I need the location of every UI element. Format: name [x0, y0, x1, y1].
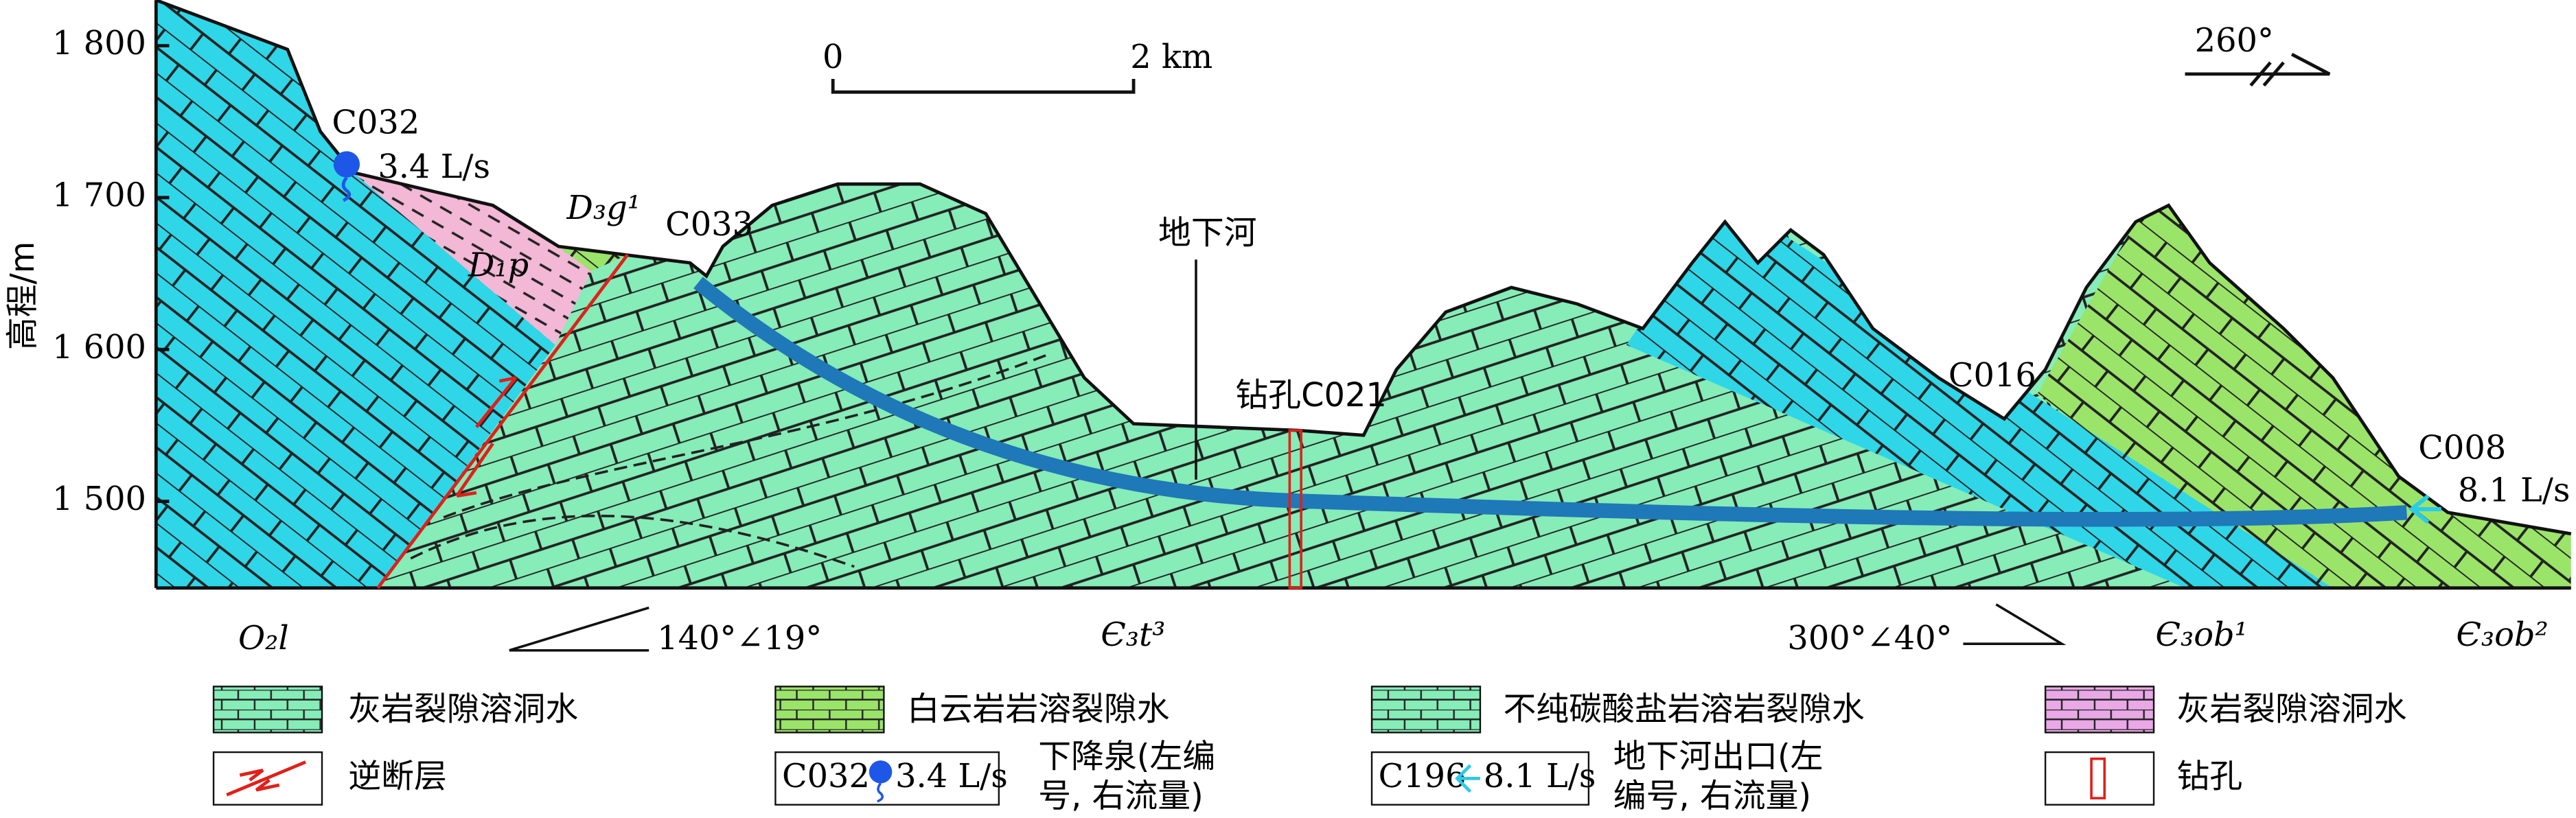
legend-text: 白云岩岩溶裂隙水	[907, 690, 1170, 728]
y-axis-label: 高程/m	[4, 242, 42, 350]
label: C033	[665, 206, 753, 244]
legend-text: 编号, 右流量)	[1613, 778, 1811, 815]
label: D₃g¹	[566, 189, 641, 227]
legend-text: C032	[782, 758, 870, 795]
label: 140°∠19°	[657, 620, 822, 657]
direction: 260°	[2195, 22, 2274, 60]
label: C032	[332, 104, 419, 142]
leader	[1963, 603, 2067, 645]
legend-text: 灰岩裂隙溶洞水	[348, 690, 578, 728]
label: C008	[2418, 429, 2506, 467]
label: 钻孔C021	[1235, 377, 1386, 414]
scale-start: 0	[823, 38, 843, 76]
label: O₂l	[238, 620, 289, 657]
legend-text: 不纯碳酸盐岩溶岩裂隙水	[1503, 690, 1864, 728]
y-tick-label: 1 500	[52, 480, 146, 518]
y-tick-label: 1 800	[52, 25, 146, 62]
legend-text: C196	[1379, 758, 1467, 795]
legend-text: 钻孔	[2177, 758, 2243, 795]
legend-text: 下降泉(左编	[1038, 738, 1215, 776]
y-tick-label: 1 600	[52, 329, 146, 366]
legend-text: 8.1 L/s	[1484, 758, 1596, 795]
fault-arrows	[455, 376, 518, 498]
legend-text: 号, 右流量)	[1038, 778, 1203, 815]
scale-bar: 0 2 km	[823, 38, 1212, 94]
label: D₁p	[468, 247, 529, 285]
label: C016	[1948, 357, 2036, 395]
spring-stem	[341, 176, 352, 202]
scale-end: 2 km	[1130, 38, 1212, 76]
label: 300°∠40°	[1787, 620, 1952, 657]
legend-text: 逆断层	[348, 758, 447, 795]
legend-text: 3.4 L/s	[895, 758, 1008, 795]
legend-text: 灰岩裂隙溶洞水	[2177, 690, 2407, 728]
fault	[376, 253, 629, 589]
label: 地下河	[1158, 214, 1257, 252]
y-tick-label: 1 700	[52, 176, 146, 214]
label: Є₃t³	[1101, 616, 1165, 654]
legend-text: 地下河出口(左	[1613, 738, 1824, 776]
borehole	[1288, 429, 1302, 589]
label: Є₃ob²	[2456, 616, 2548, 654]
label: 3.4 L/s	[378, 148, 490, 186]
underground-river	[693, 277, 2408, 527]
label: 8.1 L/s	[2458, 472, 2571, 510]
spring-marker	[333, 151, 360, 178]
label: Є₃ob¹	[2155, 616, 2247, 654]
leader	[509, 606, 649, 652]
outlet-marker	[2408, 494, 2441, 524]
terrain-outline	[155, 0, 2572, 536]
direction-symbol	[2185, 53, 2331, 87]
legend: 灰岩裂隙溶洞水 白云岩岩溶裂隙水 不纯碳酸盐岩溶岩裂隙水 灰岩裂隙溶洞水 逆断层…	[212, 686, 2407, 815]
